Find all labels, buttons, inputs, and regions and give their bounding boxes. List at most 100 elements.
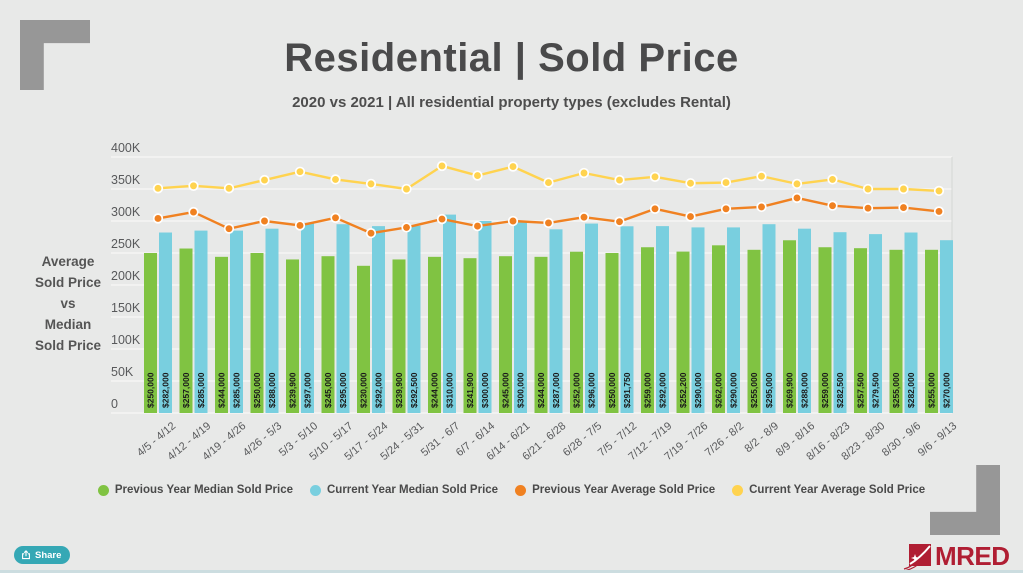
line-data-point[interactable] <box>365 178 377 190</box>
line-data-point[interactable] <box>756 201 767 213</box>
line-data-point[interactable] <box>472 170 483 181</box>
bar-previous-year-median[interactable] <box>925 249 938 413</box>
line-data-point[interactable] <box>259 174 270 186</box>
line-data-point[interactable] <box>543 217 554 229</box>
line-data-point[interactable] <box>578 167 590 179</box>
legend-item[interactable]: Previous Year Median Sold Price <box>97 484 293 496</box>
bar-current-year-median[interactable] <box>798 228 811 413</box>
legend-item[interactable]: Current Year Average Sold Price <box>732 484 925 496</box>
bar-previous-year-median[interactable] <box>747 249 761 413</box>
line-data-point[interactable] <box>756 171 767 182</box>
bar-current-year-median[interactable] <box>194 230 208 413</box>
line-data-point[interactable] <box>436 213 448 225</box>
line-data-point[interactable] <box>507 161 519 172</box>
line-data-point[interactable] <box>188 180 199 191</box>
bar-current-year-median[interactable] <box>159 232 172 413</box>
line-data-point[interactable] <box>507 215 519 227</box>
line-data-point[interactable] <box>862 183 874 195</box>
y-axis-tick-label: 100K <box>111 333 141 347</box>
bar-current-year-median[interactable] <box>656 226 669 413</box>
bar-current-year-median[interactable] <box>336 224 350 413</box>
bar-current-year-median[interactable] <box>514 221 527 413</box>
bar-current-year-median[interactable] <box>833 232 847 413</box>
bar-previous-year-median[interactable] <box>463 258 477 413</box>
bar-previous-year-median[interactable] <box>250 253 264 413</box>
line-data-point[interactable] <box>223 183 235 194</box>
line-data-point[interactable] <box>472 220 483 232</box>
line-data-point[interactable] <box>720 177 732 188</box>
bar-current-year-median[interactable] <box>549 229 563 413</box>
bar-current-year-median[interactable] <box>869 234 882 413</box>
bar-current-year-median[interactable] <box>762 224 776 413</box>
bar-previous-year-median[interactable] <box>818 247 832 413</box>
line-data-point[interactable] <box>720 203 732 214</box>
line-data-point[interactable] <box>152 183 164 194</box>
bar-previous-year-median[interactable] <box>144 253 157 413</box>
bar-current-year-median[interactable] <box>940 240 953 413</box>
legend-item[interactable]: Previous Year Average Sold Price <box>515 484 715 496</box>
line-data-point[interactable] <box>223 223 235 234</box>
line-data-point[interactable] <box>614 174 625 186</box>
bar-current-year-median[interactable] <box>372 226 385 413</box>
line-data-point[interactable] <box>898 202 909 213</box>
share-button[interactable]: Share <box>14 546 71 564</box>
line-data-point[interactable] <box>898 183 909 195</box>
line-data-point[interactable] <box>188 206 199 218</box>
bar-previous-year-median[interactable] <box>605 253 619 413</box>
line-data-point[interactable] <box>543 177 554 188</box>
line-data-point[interactable] <box>330 174 341 185</box>
line-data-point[interactable] <box>649 203 661 214</box>
line-data-point[interactable] <box>685 178 696 189</box>
bar-previous-year-median[interactable] <box>428 256 441 413</box>
line-data-point[interactable] <box>827 200 838 211</box>
legend-label: Previous Year Median Sold Price <box>114 484 293 496</box>
bar-previous-year-median[interactable] <box>392 259 406 413</box>
bar-previous-year-median[interactable] <box>534 256 548 413</box>
bar-current-year-median[interactable] <box>585 223 598 413</box>
bar-current-year-median[interactable] <box>407 225 421 413</box>
line-data-point[interactable] <box>791 192 803 204</box>
bar-previous-year-median[interactable] <box>570 251 583 413</box>
bar-current-year-median[interactable] <box>904 232 918 413</box>
line-data-point[interactable] <box>649 171 661 182</box>
bar-current-year-median[interactable] <box>265 228 279 413</box>
line-data-point[interactable] <box>330 212 341 223</box>
bar-previous-year-median[interactable] <box>854 248 867 413</box>
line-data-point[interactable] <box>401 183 412 195</box>
line-data-point[interactable] <box>862 203 874 214</box>
bar-current-year-median[interactable] <box>230 230 243 413</box>
line-data-point[interactable] <box>436 160 448 172</box>
line-data-point[interactable] <box>152 213 164 224</box>
bar-current-year-median[interactable] <box>443 214 456 413</box>
bar-previous-year-median[interactable] <box>499 256 512 413</box>
line-data-point[interactable] <box>933 185 945 197</box>
bar-previous-year-median[interactable] <box>215 256 228 413</box>
bar-previous-year-median[interactable] <box>889 249 903 413</box>
line-data-point[interactable] <box>365 228 377 239</box>
mred-logo[interactable]: MRED <box>903 541 1010 572</box>
bar-current-year-median[interactable] <box>301 222 314 413</box>
bar-current-year-median[interactable] <box>620 226 634 413</box>
line-data-point[interactable] <box>933 206 945 217</box>
bar-previous-year-median[interactable] <box>286 259 299 413</box>
bar-previous-year-median[interactable] <box>321 256 335 413</box>
bar-previous-year-median[interactable] <box>641 247 654 413</box>
bar-current-year-median[interactable] <box>478 221 492 413</box>
legend-item[interactable]: Current Year Median Sold Price <box>310 484 498 496</box>
bar-previous-year-median[interactable] <box>357 265 370 413</box>
line-data-point[interactable] <box>614 216 625 227</box>
bar-current-year-median[interactable] <box>691 227 705 413</box>
line-data-point[interactable] <box>578 212 590 223</box>
bar-previous-year-median[interactable] <box>676 251 690 413</box>
bar-previous-year-median[interactable] <box>712 245 725 413</box>
bar-previous-year-median[interactable] <box>783 240 796 413</box>
line-data-point[interactable] <box>401 222 412 233</box>
line-data-point[interactable] <box>827 174 838 185</box>
line-data-point[interactable] <box>685 211 696 222</box>
bar-previous-year-median[interactable] <box>179 248 193 413</box>
bar-current-year-median[interactable] <box>727 227 740 413</box>
line-data-point[interactable] <box>294 166 306 177</box>
line-data-point[interactable] <box>259 215 270 227</box>
line-data-point[interactable] <box>791 178 803 190</box>
line-data-point[interactable] <box>294 220 306 231</box>
